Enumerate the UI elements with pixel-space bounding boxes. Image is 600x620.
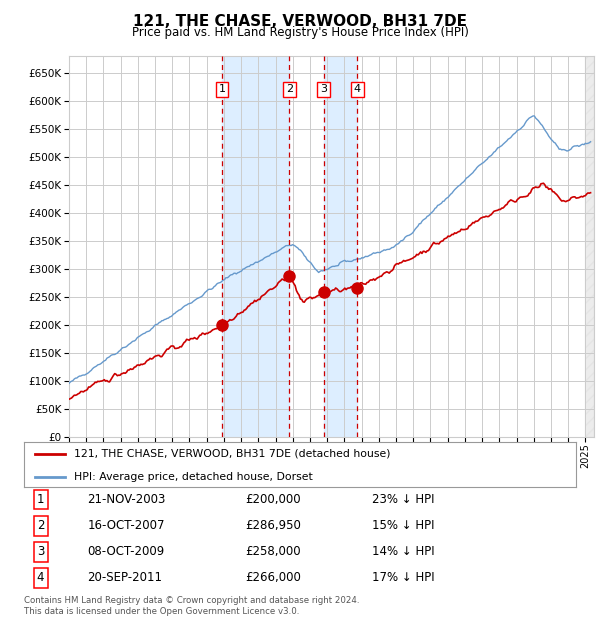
Text: 1: 1 (218, 84, 226, 94)
Text: 121, THE CHASE, VERWOOD, BH31 7DE (detached house): 121, THE CHASE, VERWOOD, BH31 7DE (detac… (74, 449, 390, 459)
Text: 20-SEP-2011: 20-SEP-2011 (88, 572, 163, 585)
Text: 1: 1 (37, 493, 44, 506)
Text: HPI: Average price, detached house, Dorset: HPI: Average price, detached house, Dors… (74, 472, 313, 482)
Text: 4: 4 (354, 84, 361, 94)
Text: £200,000: £200,000 (245, 493, 301, 506)
Text: 17% ↓ HPI: 17% ↓ HPI (372, 572, 434, 585)
Text: 16-OCT-2007: 16-OCT-2007 (88, 519, 165, 532)
Text: 3: 3 (37, 546, 44, 559)
Text: 4: 4 (37, 572, 44, 585)
Text: £266,000: £266,000 (245, 572, 301, 585)
Text: 14% ↓ HPI: 14% ↓ HPI (372, 546, 434, 559)
Text: 2: 2 (286, 84, 293, 94)
Text: 121, THE CHASE, VERWOOD, BH31 7DE: 121, THE CHASE, VERWOOD, BH31 7DE (133, 14, 467, 29)
Text: 15% ↓ HPI: 15% ↓ HPI (372, 519, 434, 532)
Text: 08-OCT-2009: 08-OCT-2009 (88, 546, 165, 559)
Text: 2: 2 (37, 519, 44, 532)
Text: Price paid vs. HM Land Registry's House Price Index (HPI): Price paid vs. HM Land Registry's House … (131, 26, 469, 39)
Bar (222, 56, 289, 437)
Text: 23% ↓ HPI: 23% ↓ HPI (372, 493, 434, 506)
Text: £286,950: £286,950 (245, 519, 301, 532)
Text: £258,000: £258,000 (245, 546, 301, 559)
Text: Contains HM Land Registry data © Crown copyright and database right 2024.
This d: Contains HM Land Registry data © Crown c… (24, 596, 359, 616)
Bar (586, 56, 594, 437)
Text: 21-NOV-2003: 21-NOV-2003 (88, 493, 166, 506)
Text: 3: 3 (320, 84, 327, 94)
Bar (324, 56, 358, 437)
